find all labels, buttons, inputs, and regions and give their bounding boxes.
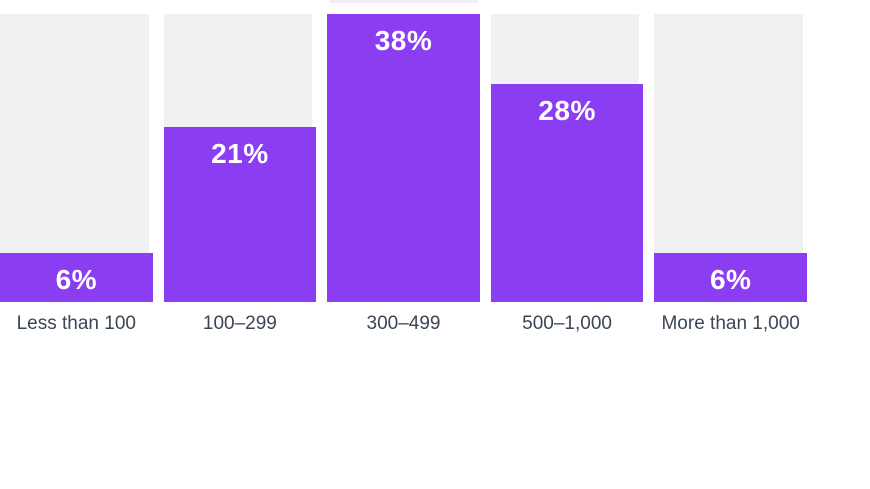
bar-column-less-than-100: 6% Less than 100 <box>0 0 153 335</box>
bar[interactable]: 21% <box>163 127 317 302</box>
bar-plot-area: 38% <box>327 0 480 302</box>
bar-column-more-than-1000: 6% More than 1,000 <box>654 0 807 335</box>
bar-value-label: 38% <box>374 25 433 56</box>
bar-chart: 6% Less than 100 21% 100–299 38% <box>0 0 807 335</box>
category-label: 500–1,000 <box>522 313 612 334</box>
bar-column-300-499: 38% 300–499 <box>327 0 480 335</box>
category-label: Less than 100 <box>16 313 136 334</box>
bar-plot-area: 6% <box>654 0 807 302</box>
category-label: 300–499 <box>366 313 441 334</box>
clipped-bar-top-artifact <box>329 0 478 3</box>
bar[interactable]: 28% <box>490 84 644 302</box>
category-label: More than 1,000 <box>661 313 800 334</box>
bar-plot-area: 6% <box>0 0 153 302</box>
bar-column-500-1000: 28% 500–1,000 <box>490 0 644 335</box>
category-label: 100–299 <box>202 313 277 334</box>
bar-value-label: 21% <box>211 138 269 169</box>
bar-value-label: 6% <box>709 264 752 295</box>
bar-value-label: 6% <box>55 264 98 295</box>
bar-value-label: 28% <box>538 95 596 126</box>
bar-plot-area: 21% <box>163 0 317 302</box>
bar[interactable]: 6% <box>654 253 807 302</box>
bar[interactable]: 6% <box>0 253 153 302</box>
bar[interactable]: 38% <box>327 14 480 302</box>
bar-plot-area: 28% <box>490 0 644 302</box>
bar-column-100-299: 21% 100–299 <box>163 0 317 335</box>
bar-columns: 6% Less than 100 21% 100–299 38% <box>0 0 807 335</box>
